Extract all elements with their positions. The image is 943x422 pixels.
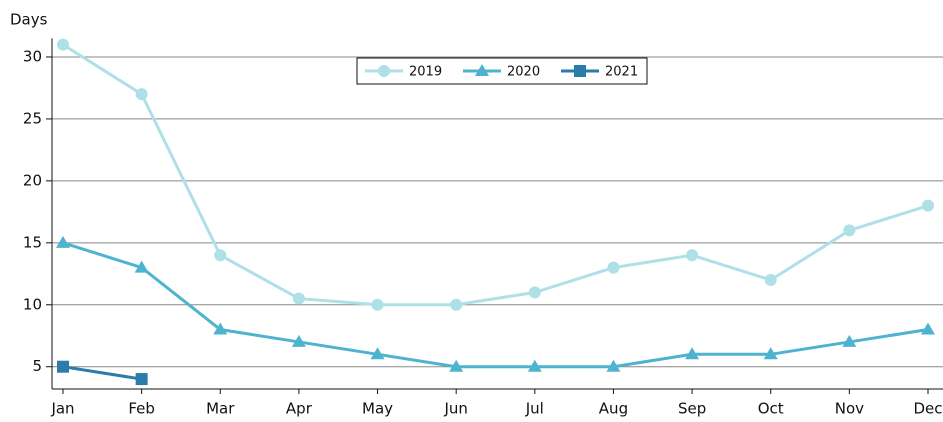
- legend-marker: [475, 64, 489, 76]
- y-tick-label: 30: [23, 47, 42, 65]
- series: [57, 38, 934, 311]
- point: [371, 298, 384, 311]
- x-tick-label: Jun: [443, 400, 467, 418]
- point: [843, 224, 856, 237]
- point: [606, 359, 621, 372]
- legend: 2019 2020 2021: [356, 57, 648, 85]
- x-tick-label: Dec: [913, 400, 942, 418]
- legend-marker: [574, 65, 586, 77]
- point: [528, 286, 541, 299]
- legend-label: 2020: [507, 65, 540, 80]
- y-tick-label: 5: [32, 357, 42, 375]
- point: [527, 359, 542, 372]
- point: [213, 322, 228, 335]
- y-axis-label: Days: [10, 11, 48, 29]
- y-tick-label: 10: [23, 295, 42, 313]
- point: [57, 360, 69, 373]
- x-tick-label: Apr: [286, 400, 313, 418]
- line: [62, 365, 142, 381]
- line: [62, 43, 929, 307]
- series: [56, 235, 935, 372]
- point: [135, 373, 148, 386]
- point: [56, 235, 70, 248]
- point: [607, 261, 620, 274]
- x-tick-label: Jul: [525, 400, 544, 418]
- point: [370, 347, 385, 360]
- point: [134, 260, 149, 273]
- x-tick-label: Nov: [835, 400, 864, 418]
- point: [450, 298, 463, 311]
- point: [763, 347, 778, 360]
- point: [686, 249, 699, 262]
- point: [292, 292, 305, 305]
- point: [685, 347, 700, 360]
- x-tick-label: Mar: [206, 400, 235, 418]
- point: [449, 359, 464, 372]
- point: [922, 199, 934, 212]
- point: [135, 88, 148, 101]
- point: [291, 334, 306, 347]
- series: [57, 360, 148, 386]
- x-tick-label: Sep: [678, 400, 706, 418]
- x-tick-label: May: [362, 400, 393, 418]
- y-tick-label: 25: [23, 109, 42, 127]
- point: [57, 38, 69, 51]
- point: [764, 273, 777, 286]
- x-tick-label: Oct: [758, 400, 784, 418]
- line: [62, 241, 929, 369]
- x-tick-label: Jan: [50, 400, 74, 418]
- x-tick-label: Aug: [599, 400, 628, 418]
- legend-label: 2019: [409, 65, 442, 80]
- point: [842, 334, 857, 347]
- point: [214, 249, 227, 262]
- legend-label: 2021: [605, 65, 638, 80]
- y-tick-label: 20: [23, 171, 42, 189]
- y-tick-label: 15: [23, 233, 42, 251]
- point: [921, 322, 935, 335]
- legend-marker: [378, 65, 390, 77]
- x-tick-label: Feb: [128, 400, 155, 418]
